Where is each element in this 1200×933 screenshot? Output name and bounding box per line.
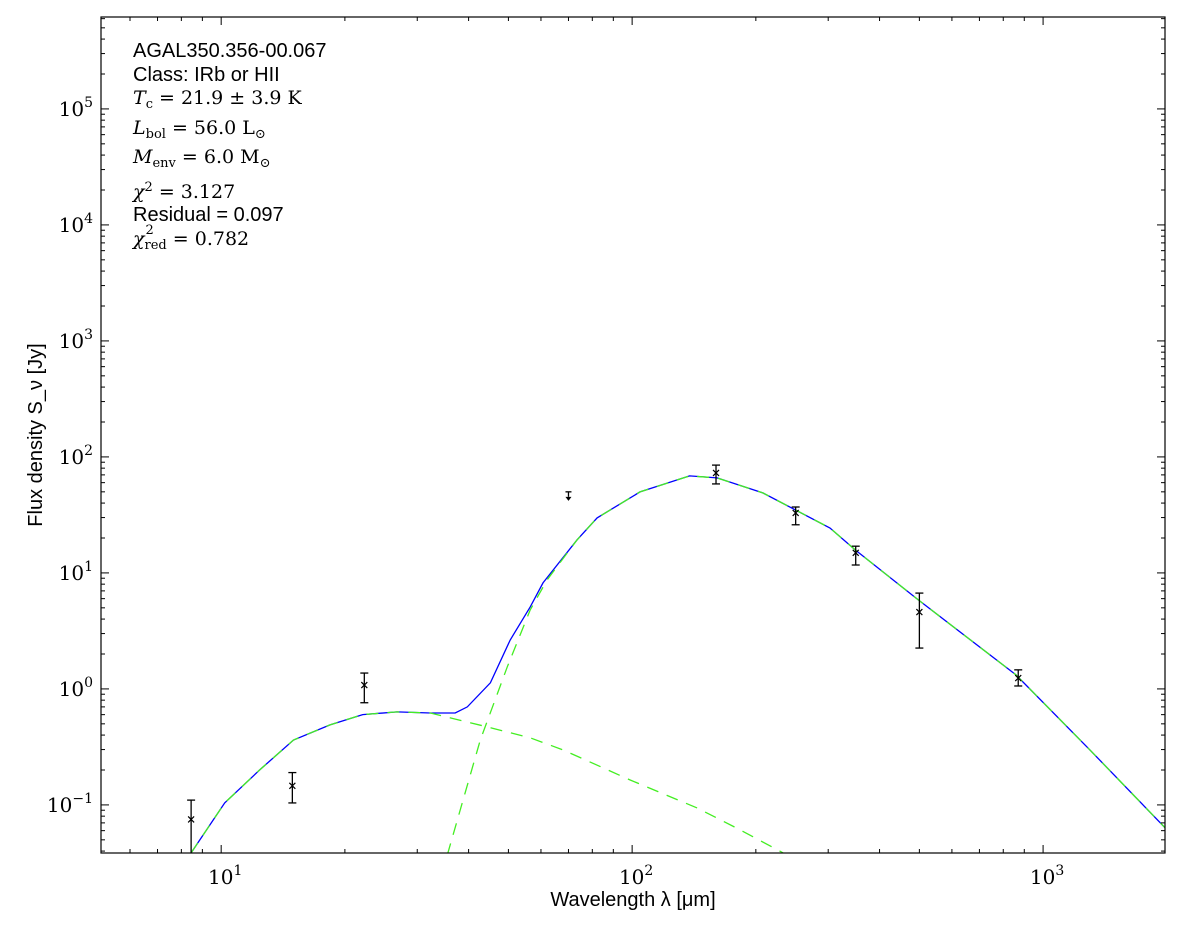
data-marker	[792, 509, 800, 517]
y-tick-label: 102	[59, 443, 93, 469]
tc-line: Tc = 21.9 ± 3.9 K	[133, 87, 302, 112]
plot-frame	[100, 16, 1166, 854]
data-point	[187, 799, 196, 853]
data-marker	[1014, 674, 1022, 682]
data-point	[360, 672, 369, 704]
y-tick-label: 105	[59, 95, 93, 121]
data-point	[851, 545, 860, 566]
chi2red-line: χ 2 red = 0.782	[133, 222, 250, 253]
upper-limit-arrow	[565, 496, 572, 501]
residual-line: Residual = 0.097	[133, 204, 284, 226]
y-tick-label: 10−1	[47, 791, 93, 817]
y-tick-label: 101	[59, 559, 93, 585]
source-class: Class: IRb or HII	[133, 63, 280, 86]
data-marker	[360, 681, 368, 689]
y-tick-label: 104	[59, 211, 93, 237]
x-tick-label: 103	[1030, 863, 1064, 889]
x-tick-label: 102	[619, 863, 653, 889]
total-model-curve	[190, 475, 1165, 853]
data-point	[915, 592, 924, 649]
y-axis-label: Flux density S_ν [Jy]	[25, 343, 47, 526]
data-marker	[712, 469, 720, 477]
y-tick-label: 100	[59, 675, 93, 701]
y-tick-label: 103	[59, 327, 93, 353]
chi2-line: χ2 = 3.127	[133, 179, 236, 203]
menv-line: Menv = 6.0 M⊙	[133, 146, 271, 171]
data-point	[712, 464, 721, 485]
x-tick-label: 101	[208, 863, 242, 889]
data-point	[791, 506, 800, 526]
component-model-curve	[447, 475, 1165, 853]
component-model-curve	[190, 711, 784, 853]
data-points	[187, 464, 1023, 853]
fit-info-box: AGAL350.356-00.067 Class: IRb or HII Tc …	[133, 40, 327, 257]
data-marker	[852, 549, 860, 557]
data-marker	[915, 608, 923, 616]
x-axis-label: Wavelength λ [μm]	[550, 889, 715, 911]
data-marker	[288, 782, 296, 790]
lbol-line: Lbol = 56.0 L⊙	[133, 116, 266, 142]
axis-ticks: 101 102 103 10−1 100 101 102 103 104 105	[47, 17, 1165, 889]
data-point	[288, 771, 297, 804]
source-name: AGAL350.356-00.067	[133, 40, 327, 62]
data-marker	[187, 815, 195, 823]
model-curves	[190, 475, 1165, 853]
data-point	[1014, 669, 1023, 687]
data-point	[565, 491, 572, 501]
